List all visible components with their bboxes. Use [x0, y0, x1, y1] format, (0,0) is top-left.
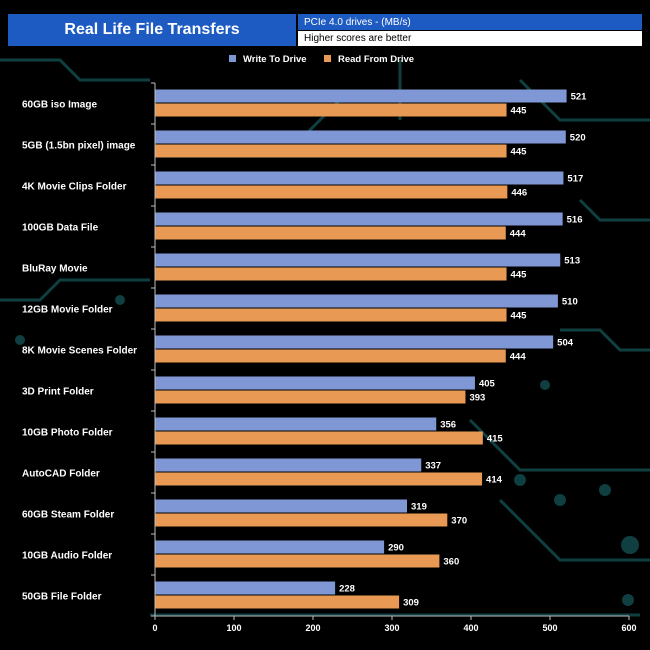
- category-label: 10GB Audio Folder: [22, 551, 112, 562]
- data-label: 414: [486, 475, 503, 486]
- legend-swatch: [324, 55, 331, 62]
- x-tick-label: 0: [152, 623, 157, 633]
- write-bar: [155, 294, 558, 308]
- read-bar: [155, 390, 466, 404]
- data-label: 356: [440, 420, 456, 431]
- read-bar: [155, 349, 506, 363]
- category-label: 10GB Photo Folder: [22, 428, 113, 439]
- data-label: 521: [571, 92, 588, 103]
- category-label: 12GB Movie Folder: [22, 305, 113, 316]
- circuit-node: [621, 536, 639, 554]
- data-label: 445: [511, 311, 528, 322]
- write-bar: [155, 499, 408, 513]
- data-label: 445: [511, 270, 528, 281]
- data-label: 228: [339, 584, 355, 595]
- data-label: 290: [388, 543, 404, 554]
- category-label: 60GB Steam Folder: [22, 510, 114, 521]
- category-label: 5GB (1.5bn pixel) image: [22, 141, 136, 152]
- data-label: 370: [451, 516, 467, 527]
- category-label: 50GB File Folder: [22, 592, 102, 603]
- data-label: 517: [567, 174, 583, 185]
- x-tick-label: 300: [384, 623, 399, 633]
- category-label: 60GB iso Image: [22, 100, 97, 111]
- write-bar: [155, 212, 563, 226]
- circuit-node: [599, 484, 611, 496]
- data-label: 513: [564, 256, 580, 267]
- circuit-background: [0, 58, 650, 617]
- circuit-node: [514, 474, 526, 486]
- category-label: 3D Print Folder: [22, 387, 94, 398]
- legend-swatch: [229, 55, 236, 62]
- write-bar: [155, 417, 437, 431]
- category-label: 4K Movie Clips Folder: [22, 182, 127, 193]
- write-bar: [155, 581, 336, 595]
- circuit-trace: [498, 498, 650, 562]
- data-label: 516: [567, 215, 583, 226]
- data-label: 504: [557, 338, 574, 349]
- data-label: 405: [479, 379, 496, 390]
- circuit-node: [622, 594, 634, 606]
- write-bar: [155, 89, 567, 103]
- circuit-node: [540, 380, 550, 390]
- write-bar: [155, 130, 566, 144]
- data-label: 360: [443, 557, 459, 568]
- circuit-trace: [468, 418, 650, 472]
- write-bar: [155, 540, 385, 554]
- category-label: BluRay Movie: [22, 264, 88, 275]
- x-tick-label: 500: [542, 623, 557, 633]
- read-bar: [155, 513, 448, 527]
- read-bar: [155, 144, 507, 158]
- data-label: 337: [425, 461, 441, 472]
- chart-subtitle: PCIe 4.0 drives - (MB/s): [298, 14, 642, 30]
- read-bar: [155, 308, 507, 322]
- data-label: 445: [511, 106, 528, 117]
- category-label: AutoCAD Folder: [22, 469, 100, 480]
- legend-label: Write To Drive: [243, 54, 307, 65]
- legend: Write To Drive Read From Drive: [229, 54, 414, 65]
- data-label: 445: [511, 147, 528, 158]
- read-bar: [155, 431, 483, 445]
- circuit-trace: [0, 278, 150, 302]
- chart-note: Higher scores are better: [298, 31, 642, 46]
- x-tick-label: 400: [463, 623, 478, 633]
- data-label: 309: [403, 598, 419, 609]
- data-label: 393: [469, 393, 485, 404]
- write-bar: [155, 253, 561, 267]
- chart-title: Real Life File Transfers: [8, 14, 296, 46]
- x-tick-label: 600: [621, 623, 636, 633]
- data-label: 415: [487, 434, 504, 445]
- x-tick-label: 100: [226, 623, 241, 633]
- read-bar: [155, 595, 400, 609]
- data-label: 510: [562, 297, 578, 308]
- circuit-trace: [0, 58, 150, 82]
- circuit-trace: [578, 198, 650, 222]
- read-bar: [155, 472, 483, 486]
- circuit-trace: [560, 328, 650, 352]
- circuit-node: [554, 494, 566, 506]
- read-bar: [155, 226, 506, 240]
- category-label: 100GB Data File: [22, 223, 99, 234]
- data-label: 520: [570, 133, 586, 144]
- data-label: 319: [411, 502, 427, 513]
- read-bar: [155, 185, 508, 199]
- data-label: 444: [510, 229, 527, 240]
- write-bar: [155, 335, 554, 349]
- x-tick-label: 200: [305, 623, 320, 633]
- write-bar: [155, 376, 475, 390]
- read-bar: [155, 103, 507, 117]
- category-label: 8K Movie Scenes Folder: [22, 346, 137, 357]
- data-label: 444: [510, 352, 527, 363]
- write-bar: [155, 171, 564, 185]
- data-label: 446: [511, 188, 527, 199]
- axes-group: 0 100 200 300 400 500 600: [151, 82, 637, 633]
- bars-group: 60GB iso Image 521 445 5GB (1.5bn pixel) im…: [22, 89, 588, 609]
- read-bar: [155, 267, 507, 281]
- legend-label: Read From Drive: [338, 54, 414, 65]
- write-bar: [155, 458, 422, 472]
- read-bar: [155, 554, 440, 568]
- circuit-node: [15, 335, 25, 345]
- circuit-node: [115, 295, 125, 305]
